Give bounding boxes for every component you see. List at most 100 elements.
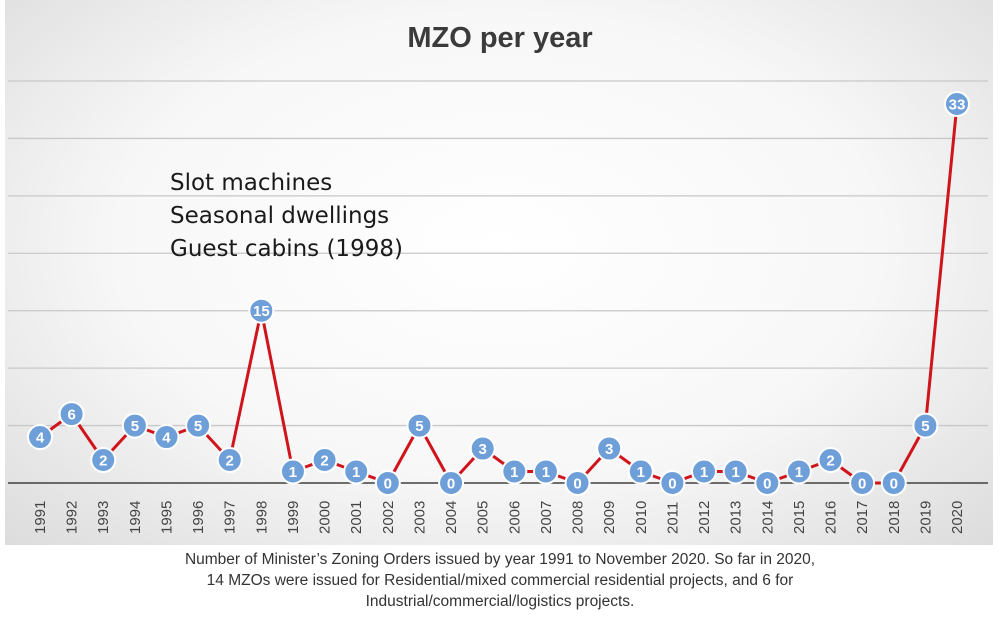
data-marker [406, 412, 433, 439]
x-tick-label: 1999 [285, 501, 302, 534]
data-marker [532, 458, 559, 485]
x-tick-label: 2011 [664, 502, 681, 534]
x-tick-label: 1994 [127, 501, 144, 534]
data-label: 1 [700, 464, 708, 481]
data-label: 1 [352, 464, 360, 481]
data-marker [58, 401, 85, 428]
data-label: 2 [226, 453, 234, 470]
data-point: 2 [90, 447, 117, 474]
data-label: 3 [605, 441, 613, 458]
x-tick-label: 1996 [190, 501, 207, 534]
data-marker [90, 447, 117, 474]
annotation-line-3: Guest cabins (1998) [170, 236, 403, 262]
x-tick-label: 2008 [570, 501, 587, 534]
data-label: 2 [320, 453, 328, 470]
data-point: 3 [469, 435, 496, 462]
data-point: 1 [627, 458, 654, 485]
data-point: 0 [564, 470, 591, 496]
data-point: 5 [912, 412, 939, 439]
data-label: 0 [573, 476, 581, 493]
data-point: 1 [722, 458, 749, 485]
data-point: 5 [406, 412, 433, 439]
data-marker [216, 447, 243, 474]
data-label: 3 [479, 441, 487, 458]
data-label: 15 [253, 303, 270, 320]
x-tick-label: 2020 [949, 501, 966, 534]
data-marker [722, 458, 749, 485]
data-marker [343, 458, 370, 485]
data-marker [596, 435, 623, 462]
data-label: 6 [67, 407, 75, 424]
data-point: 15 [248, 297, 275, 324]
data-marker [153, 424, 180, 451]
x-tick-label: 1991 [32, 501, 49, 534]
data-marker [438, 470, 465, 496]
data-marker [374, 470, 401, 496]
data-label: 1 [510, 464, 518, 481]
x-tick-label: 2005 [475, 501, 492, 534]
data-label: 1 [731, 464, 739, 481]
annotation: Slot machines Seasonal dwellings Guest c… [170, 170, 403, 262]
x-tick-label: 2016 [823, 501, 840, 534]
data-point: 1 [785, 458, 812, 485]
data-point: 5 [121, 412, 148, 439]
data-label: 4 [36, 430, 45, 447]
x-tick-label: 1997 [222, 501, 239, 534]
x-tick-label: 2010 [633, 501, 650, 534]
gridlines [8, 80, 988, 427]
data-label: 0 [858, 476, 866, 493]
data-point: 0 [849, 470, 876, 496]
data-point: 1 [501, 458, 528, 485]
data-label: 0 [384, 476, 392, 493]
x-tick-label: 2009 [601, 501, 618, 534]
data-point: 3 [596, 435, 623, 462]
chart-title: MZO per year [407, 22, 592, 54]
x-tick-label: 2001 [348, 501, 365, 534]
annotation-line-2: Seasonal dwellings [170, 203, 389, 229]
data-label: 33 [949, 96, 966, 113]
data-point: 4 [153, 424, 180, 451]
data-marker [469, 435, 496, 462]
caption-line-2: 14 MZOs were issued for Residential/mixe… [206, 572, 794, 589]
x-tick-label: 2004 [443, 501, 460, 534]
data-marker [754, 470, 781, 496]
data-marker [27, 424, 53, 451]
data-point: 1 [691, 458, 718, 485]
x-tick-label: 1993 [95, 501, 112, 534]
data-label: 5 [131, 418, 139, 435]
data-marker [185, 412, 212, 439]
data-point: 1 [532, 458, 559, 485]
x-tick-label: 2007 [538, 501, 555, 534]
data-marker [817, 447, 844, 474]
annotation-line-1: Slot machines [170, 170, 332, 196]
x-tick-label: 1992 [64, 501, 81, 534]
data-label: 1 [289, 464, 297, 481]
data-label: 5 [415, 418, 423, 435]
data-label: 4 [162, 430, 171, 447]
data-label: 5 [921, 418, 929, 435]
data-point: 0 [374, 470, 401, 496]
data-label: 0 [447, 476, 455, 493]
x-tick-label: 2002 [380, 501, 397, 534]
x-tick-label: 2019 [917, 501, 934, 534]
x-tick-label: 2003 [411, 501, 428, 534]
data-marker [944, 90, 970, 117]
data-marker [564, 470, 591, 496]
data-marker [691, 458, 718, 485]
data-label: 0 [890, 476, 898, 493]
data-label: 0 [763, 476, 771, 493]
x-tick-label: 2018 [886, 501, 903, 534]
data-point: 2 [817, 447, 844, 474]
data-marker [880, 470, 907, 496]
data-label: 1 [795, 464, 803, 481]
x-tick-label: 1998 [253, 501, 270, 534]
x-tick-label: 2017 [854, 501, 871, 534]
data-label: 5 [194, 418, 202, 435]
data-point: 2 [311, 447, 338, 474]
data-label: 0 [668, 476, 676, 493]
caption-line-3: Industrial/commercial/logistics projects… [365, 593, 635, 610]
x-tick-label: 2000 [317, 501, 334, 534]
data-point: 0 [438, 470, 465, 496]
